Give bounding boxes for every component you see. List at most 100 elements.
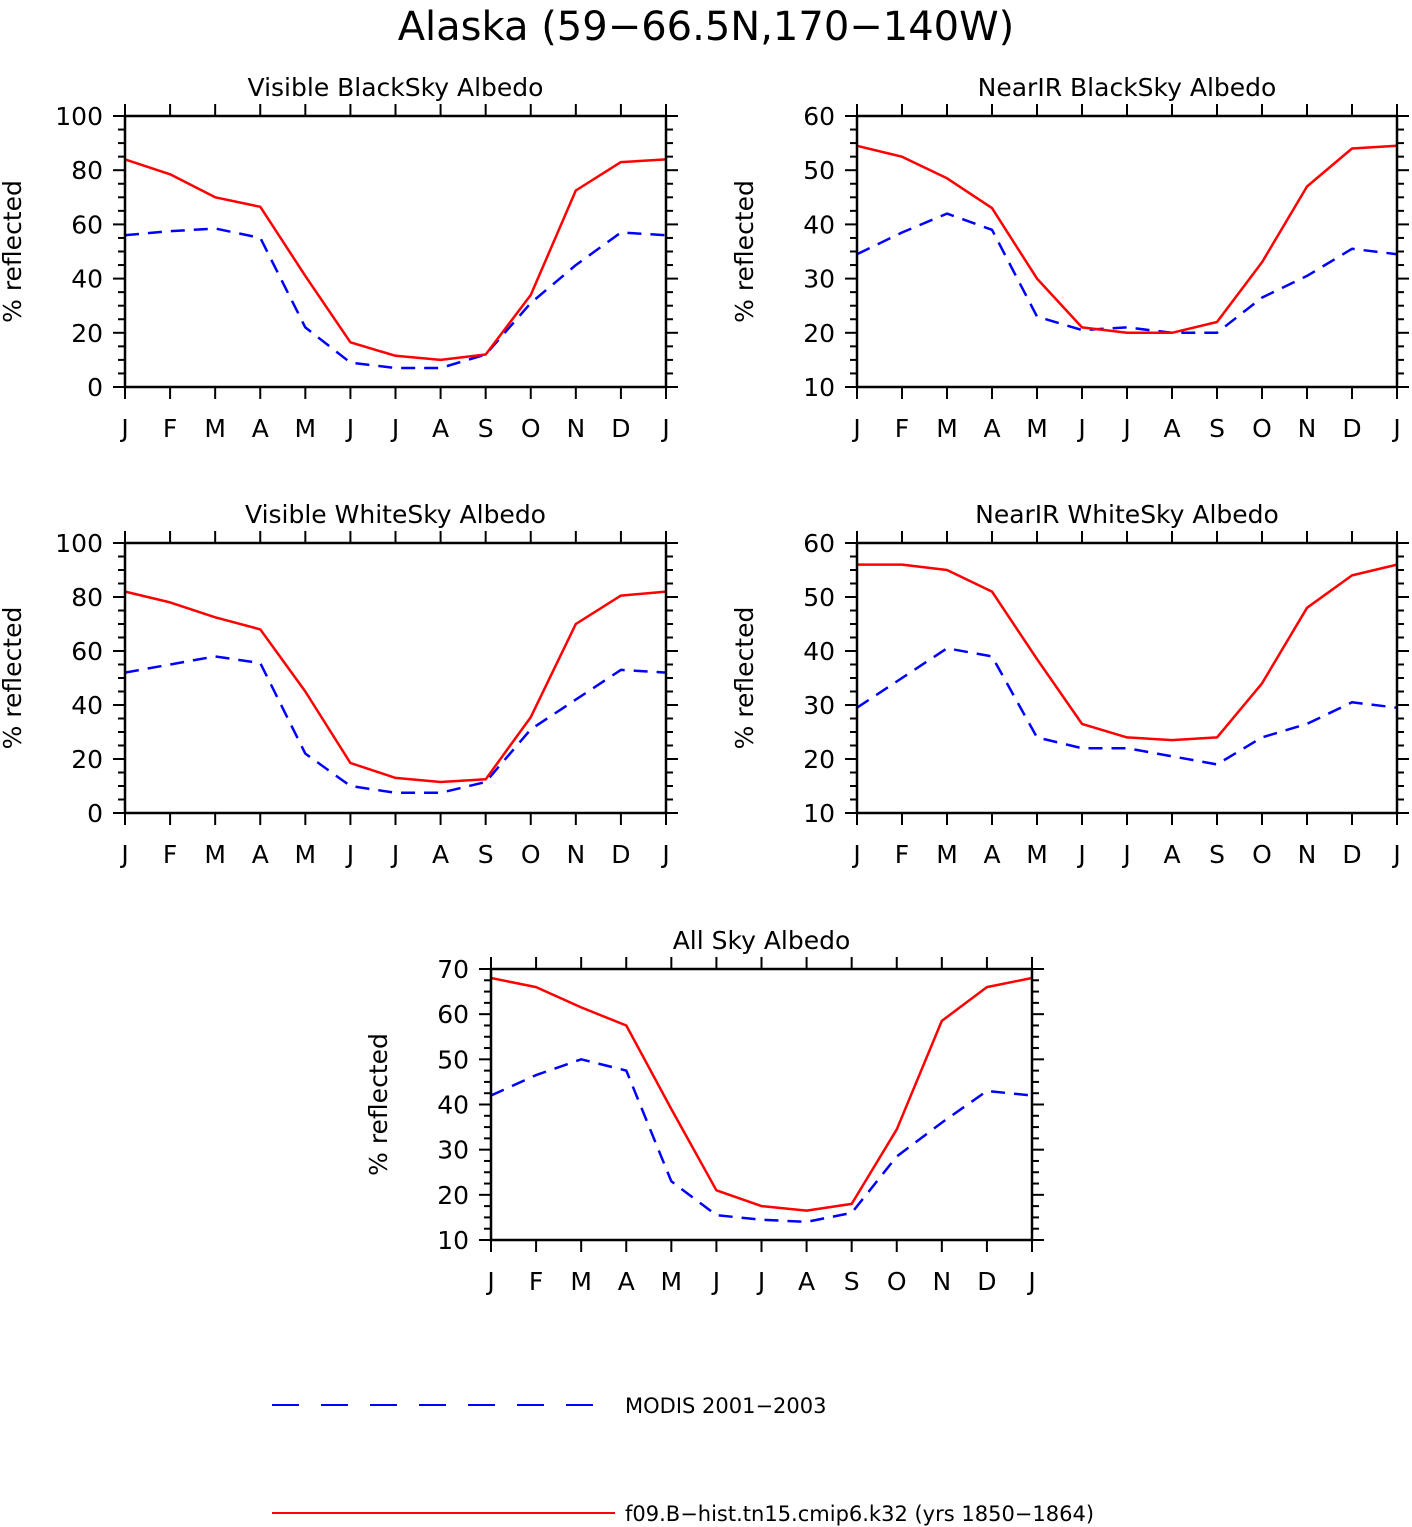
x-tick-label: N <box>566 840 585 869</box>
y-tick-label: 10 <box>803 373 835 402</box>
x-tick-label: D <box>611 414 630 443</box>
x-tick-label: M <box>1026 414 1048 443</box>
series-line-modis <box>856 212 1398 335</box>
x-tick-label: J <box>1076 414 1085 443</box>
y-tick-label: 10 <box>803 799 835 828</box>
chart-panel-3: Visible WhiteSky Albedo % reflected 0 20 40 6… <box>0 500 678 869</box>
series-line-modis <box>856 647 1398 766</box>
x-tick-label: J <box>711 1267 720 1296</box>
legend: MODIS 2001−2003 f09.B−hist.tn15.cmip6.k3… <box>272 1394 1094 1526</box>
x-tick-label: J <box>1391 414 1400 443</box>
x-tick-label: A <box>1163 840 1180 869</box>
legend-label-model: f09.B−hist.tn15.cmip6.k32 (yrs 1850−1864… <box>625 1502 1094 1526</box>
x-tick-label: A <box>252 840 269 869</box>
x-tick-label: M <box>570 1267 592 1296</box>
legend-label-modis: MODIS 2001−2003 <box>625 1394 827 1418</box>
x-tick-label: O <box>887 1267 907 1296</box>
chart-title: NearIR WhiteSky Albedo <box>975 500 1279 529</box>
x-tick-label: J <box>756 1267 765 1296</box>
series-line-model <box>124 590 667 784</box>
x-tick-label: J <box>851 840 860 869</box>
page-title: Alaska (59−66.5N,170−140W) <box>398 4 1015 50</box>
y-tick-label: 0 <box>87 373 103 402</box>
x-tick-label: M <box>1026 840 1048 869</box>
y-tick-label: 50 <box>803 156 835 185</box>
y-tick-label: 100 <box>55 102 103 131</box>
x-tick-label: M <box>295 414 317 443</box>
x-tick-label: M <box>295 840 317 869</box>
x-tick-label: N <box>932 1267 951 1296</box>
x-tick-label: J <box>1121 840 1130 869</box>
x-tick-label: O <box>521 840 541 869</box>
x-tick-label: J <box>390 414 399 443</box>
x-tick-label: M <box>936 840 958 869</box>
y-tick-label: 60 <box>71 637 103 666</box>
x-tick-label: A <box>798 1267 815 1296</box>
y-tick-label: 30 <box>803 265 835 294</box>
y-tick-label: 50 <box>437 1045 469 1074</box>
x-tick-label: S <box>844 1267 860 1296</box>
chart-title: Visible BlackSky Albedo <box>248 73 544 102</box>
y-tick-label: 20 <box>71 745 103 774</box>
x-tick-label: O <box>1252 840 1272 869</box>
y-tick-label: 80 <box>71 583 103 612</box>
x-tick-label: F <box>529 1267 543 1296</box>
x-tick-label: D <box>611 840 630 869</box>
y-tick-label: 40 <box>803 210 835 239</box>
y-tick-label: 40 <box>437 1091 469 1120</box>
x-tick-label: J <box>1076 840 1085 869</box>
series-line-modis <box>490 1058 1033 1224</box>
y-tick-label: 50 <box>803 583 835 612</box>
y-tick-label: 40 <box>71 691 103 720</box>
chart-panel-4: NearIR WhiteSky Albedo % reflected 10 20 30 4… <box>730 500 1409 869</box>
x-tick-label: N <box>566 414 585 443</box>
chart-panel-2: NearIR BlackSky Albedo % reflected 10 20 30 4… <box>730 73 1409 443</box>
x-tick-label: M <box>661 1267 683 1296</box>
x-tick-label: F <box>895 840 909 869</box>
y-tick-label: 80 <box>71 156 103 185</box>
x-tick-label: J <box>1391 840 1400 869</box>
x-tick-label: A <box>432 840 449 869</box>
y-tick-label: 60 <box>71 210 103 239</box>
x-tick-label: J <box>119 414 128 443</box>
series-line-model <box>857 563 1398 742</box>
plot-frame <box>123 114 668 389</box>
chart-title: NearIR BlackSky Albedo <box>978 73 1277 102</box>
x-tick-label: J <box>660 840 669 869</box>
x-tick-label: F <box>163 840 177 869</box>
x-tick-label: D <box>1342 840 1361 869</box>
y-tick-label: 20 <box>803 745 835 774</box>
x-tick-label: F <box>895 414 909 443</box>
x-tick-label: J <box>660 414 669 443</box>
y-tick-label: 70 <box>437 955 469 984</box>
y-axis-label: % reflected <box>730 180 759 323</box>
x-tick-label: J <box>1121 414 1130 443</box>
y-tick-label: 10 <box>437 1226 469 1255</box>
x-tick-label: A <box>432 414 449 443</box>
x-tick-label: J <box>345 840 354 869</box>
plot-frame <box>855 541 1399 815</box>
series-line-model <box>490 976 1033 1212</box>
x-tick-label: J <box>390 840 399 869</box>
x-tick-label: A <box>983 840 1000 869</box>
plot-frame <box>489 967 1034 1242</box>
y-tick-label: 20 <box>437 1181 469 1210</box>
x-tick-label: D <box>1342 414 1361 443</box>
y-tick-label: 60 <box>437 1000 469 1029</box>
x-tick-label: A <box>252 414 269 443</box>
y-tick-label: 40 <box>71 265 103 294</box>
x-tick-label: M <box>204 414 226 443</box>
x-tick-label: S <box>1209 840 1225 869</box>
series-line-model <box>124 158 667 362</box>
x-tick-label: N <box>1298 840 1317 869</box>
x-tick-label: S <box>478 840 494 869</box>
plot-frame <box>855 114 1399 389</box>
x-tick-label: J <box>851 414 860 443</box>
series-line-model <box>856 144 1398 335</box>
x-tick-label: S <box>478 414 494 443</box>
x-tick-label: J <box>485 1267 494 1296</box>
y-tick-label: 40 <box>803 637 835 666</box>
chart-panel-5: All Sky Albedo % reflected 10 20 30 40 50 60 70 J… <box>364 926 1044 1296</box>
x-tick-label: S <box>1209 414 1225 443</box>
